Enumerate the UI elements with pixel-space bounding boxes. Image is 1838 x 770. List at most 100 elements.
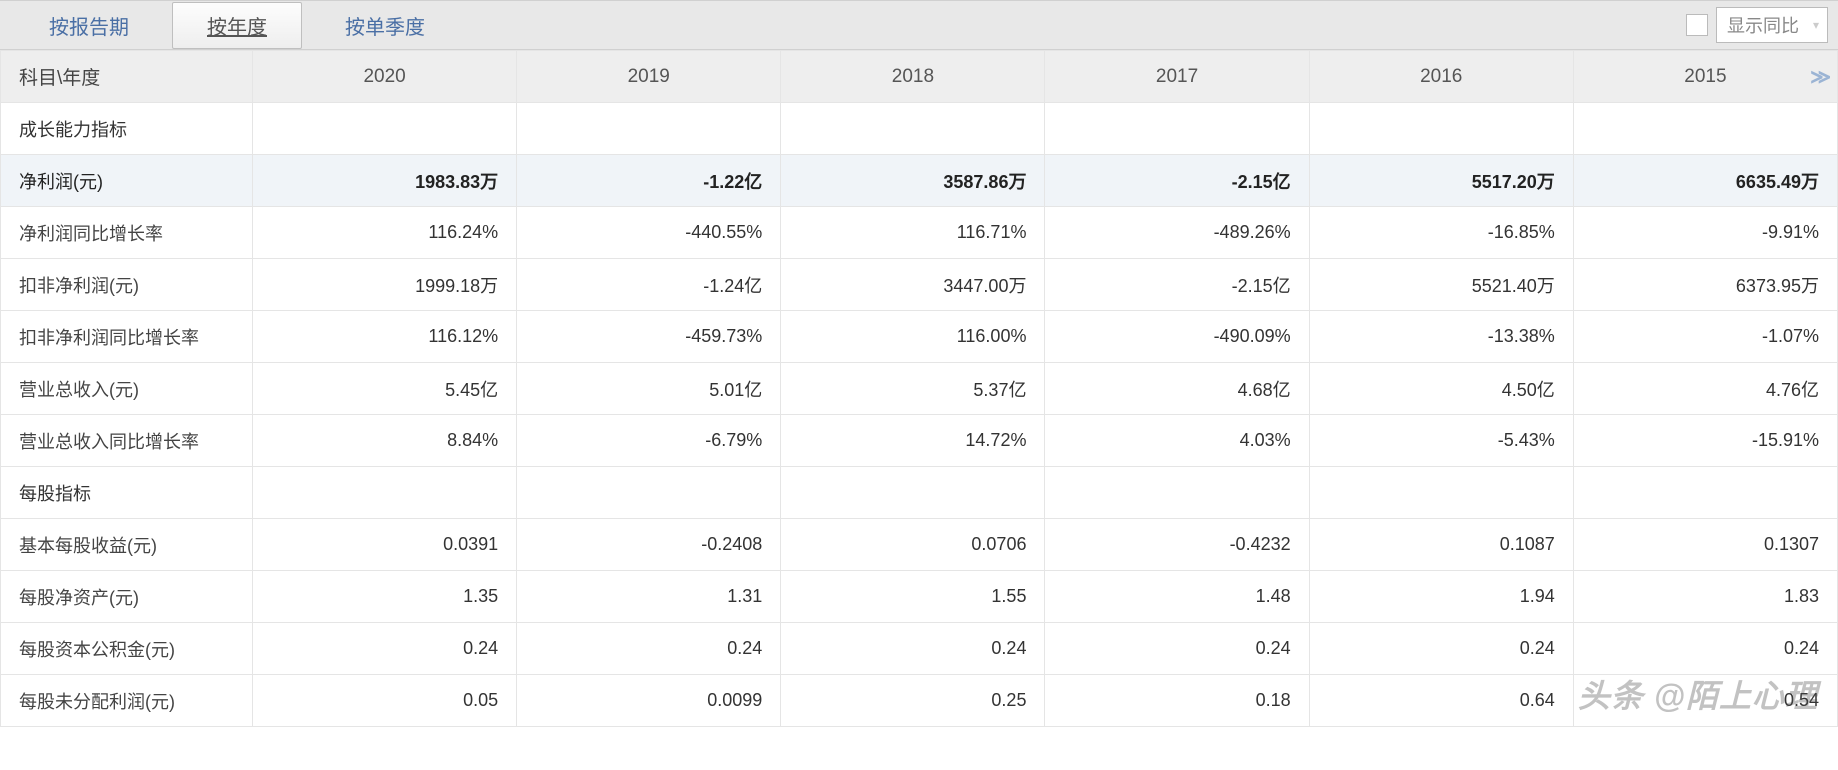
row-label: 净利润(元): [1, 155, 253, 207]
row-label: 净利润同比增长率: [1, 207, 253, 259]
table-row: 每股净资产(元)1.351.311.551.481.941.83: [1, 571, 1838, 623]
cell-value: 1.94: [1309, 571, 1573, 623]
cell-value: [253, 467, 517, 519]
table-row: 每股指标: [1, 467, 1838, 519]
cell-value: -5.43%: [1309, 415, 1573, 467]
cell-value: -489.26%: [1045, 207, 1309, 259]
header-col-2015[interactable]: 2015 ≫: [1573, 51, 1837, 103]
cell-value: [517, 467, 781, 519]
cell-value: -6.79%: [517, 415, 781, 467]
row-label: 每股指标: [1, 467, 253, 519]
cell-value: [1309, 103, 1573, 155]
cell-value: 3587.86万: [781, 155, 1045, 207]
cell-value: 116.71%: [781, 207, 1045, 259]
row-label: 基本每股收益(元): [1, 519, 253, 571]
cell-value: [517, 103, 781, 155]
cell-value: -15.91%: [1573, 415, 1837, 467]
cell-value: -13.38%: [1309, 311, 1573, 363]
cell-value: 1.31: [517, 571, 781, 623]
table-row: 每股资本公积金(元)0.240.240.240.240.240.24: [1, 623, 1838, 675]
cell-value: 5.45亿: [253, 363, 517, 415]
cell-value: 5.37亿: [781, 363, 1045, 415]
cell-value: 5517.20万: [1309, 155, 1573, 207]
cell-value: [1309, 467, 1573, 519]
cell-value: -16.85%: [1309, 207, 1573, 259]
cell-value: -1.07%: [1573, 311, 1837, 363]
cell-value: 1983.83万: [253, 155, 517, 207]
cell-value: [781, 467, 1045, 519]
cell-value: 1.35: [253, 571, 517, 623]
financial-data-table: 科目\年度 2020 2019 2018 2017 2016 2015 ≫ 成长…: [0, 50, 1838, 727]
cell-value: -459.73%: [517, 311, 781, 363]
cell-value: -1.24亿: [517, 259, 781, 311]
cell-value: [1045, 103, 1309, 155]
cell-value: 0.1087: [1309, 519, 1573, 571]
cell-value: -0.4232: [1045, 519, 1309, 571]
cell-value: 0.1307: [1573, 519, 1837, 571]
cell-value: 0.0099: [517, 675, 781, 727]
cell-value: 5521.40万: [1309, 259, 1573, 311]
table-row: 净利润同比增长率116.24%-440.55%116.71%-489.26%-1…: [1, 207, 1838, 259]
header-col-2015-label: 2015: [1684, 66, 1726, 87]
cell-value: 0.24: [517, 623, 781, 675]
row-label: 营业总收入(元): [1, 363, 253, 415]
cell-value: 14.72%: [781, 415, 1045, 467]
cell-value: -0.2408: [517, 519, 781, 571]
show-yoy-checkbox[interactable]: [1686, 14, 1708, 36]
cell-value: 3447.00万: [781, 259, 1045, 311]
cell-value: [1573, 467, 1837, 519]
cell-value: 4.50亿: [1309, 363, 1573, 415]
tab-by-year[interactable]: 按年度: [172, 2, 302, 49]
cell-value: 0.54: [1573, 675, 1837, 727]
right-controls: 显示同比: [1686, 7, 1828, 43]
cell-value: 0.24: [253, 623, 517, 675]
table-header-row: 科目\年度 2020 2019 2018 2017 2016 2015 ≫: [1, 51, 1838, 103]
cell-value: [1573, 103, 1837, 155]
cell-value: 4.03%: [1045, 415, 1309, 467]
header-col-2020[interactable]: 2020: [253, 51, 517, 103]
cell-value: 116.12%: [253, 311, 517, 363]
cell-value: 1.55: [781, 571, 1045, 623]
cell-value: 5.01亿: [517, 363, 781, 415]
header-col-2016[interactable]: 2016: [1309, 51, 1573, 103]
cell-value: 0.24: [781, 623, 1045, 675]
cell-value: -2.15亿: [1045, 155, 1309, 207]
row-label: 每股未分配利润(元): [1, 675, 253, 727]
scroll-right-icon[interactable]: ≫: [1810, 64, 1831, 89]
cell-value: 0.18: [1045, 675, 1309, 727]
cell-value: -9.91%: [1573, 207, 1837, 259]
cell-value: 6373.95万: [1573, 259, 1837, 311]
cell-value: 0.24: [1045, 623, 1309, 675]
cell-value: 0.64: [1309, 675, 1573, 727]
cell-value: 0.0706: [781, 519, 1045, 571]
cell-value: 116.24%: [253, 207, 517, 259]
cell-value: 0.25: [781, 675, 1045, 727]
display-mode-dropdown[interactable]: 显示同比: [1716, 7, 1828, 43]
row-label: 扣非净利润同比增长率: [1, 311, 253, 363]
tabs-bar: 按报告期 按年度 按单季度 显示同比: [0, 0, 1838, 50]
cell-value: 116.00%: [781, 311, 1045, 363]
table-row: 扣非净利润(元)1999.18万-1.24亿3447.00万-2.15亿5521…: [1, 259, 1838, 311]
table-row: 营业总收入(元)5.45亿5.01亿5.37亿4.68亿4.50亿4.76亿: [1, 363, 1838, 415]
cell-value: -440.55%: [517, 207, 781, 259]
table-row: 净利润(元)1983.83万-1.22亿3587.86万-2.15亿5517.2…: [1, 155, 1838, 207]
financial-table-container: 按报告期 按年度 按单季度 显示同比 科目\年度 2020 2019 2018 …: [0, 0, 1838, 727]
header-col-2018[interactable]: 2018: [781, 51, 1045, 103]
cell-value: 1.83: [1573, 571, 1837, 623]
cell-value: [253, 103, 517, 155]
row-label: 每股资本公积金(元): [1, 623, 253, 675]
table-row: 扣非净利润同比增长率116.12%-459.73%116.00%-490.09%…: [1, 311, 1838, 363]
tab-by-quarter[interactable]: 按单季度: [310, 2, 460, 49]
table-row: 基本每股收益(元)0.0391-0.24080.0706-0.42320.108…: [1, 519, 1838, 571]
cell-value: 6635.49万: [1573, 155, 1837, 207]
table-body: 成长能力指标净利润(元)1983.83万-1.22亿3587.86万-2.15亿…: [1, 103, 1838, 727]
cell-value: 1999.18万: [253, 259, 517, 311]
header-col-2017[interactable]: 2017: [1045, 51, 1309, 103]
cell-value: -2.15亿: [1045, 259, 1309, 311]
tab-by-report-period[interactable]: 按报告期: [14, 2, 164, 49]
table-row: 成长能力指标: [1, 103, 1838, 155]
header-col-2019[interactable]: 2019: [517, 51, 781, 103]
cell-value: 0.05: [253, 675, 517, 727]
cell-value: 1.48: [1045, 571, 1309, 623]
cell-value: 0.24: [1573, 623, 1837, 675]
